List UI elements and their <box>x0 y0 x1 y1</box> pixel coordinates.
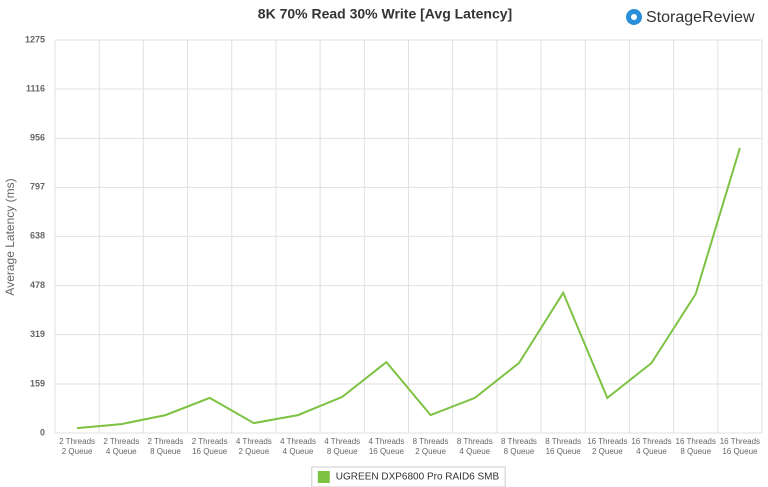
x-tick-label: 16 Threads <box>676 437 716 446</box>
x-tick-label: 8 Threads <box>457 437 493 446</box>
x-tick-label: 4 Queue <box>636 447 667 456</box>
x-tick-label: 2 Threads <box>192 437 228 446</box>
x-tick-label: 2 Queue <box>62 447 93 456</box>
x-tick-label: 2 Queue <box>592 447 623 456</box>
x-tick-label: 8 Threads <box>501 437 537 446</box>
y-tick-label: 1116 <box>26 83 45 93</box>
x-tick-label: 4 Queue <box>459 447 490 456</box>
x-tick-label: 16 Queue <box>546 447 582 456</box>
y-tick-label: 159 <box>30 378 45 388</box>
logo: StorageReview <box>626 9 755 26</box>
y-tick-label: 319 <box>30 329 45 339</box>
chart-title: 8K 70% Read 30% Write [Avg Latency] <box>258 6 512 22</box>
y-tick-label: 0 <box>40 427 45 437</box>
legend-swatch <box>317 471 330 483</box>
x-tick-label: 8 Threads <box>545 437 581 446</box>
x-tick-label: 16 Threads <box>631 437 671 446</box>
x-tick-label: 16 Queue <box>369 447 405 456</box>
y-tick-label: 1275 <box>25 34 45 44</box>
x-tick-label: 4 Queue <box>106 447 137 456</box>
legend: UGREEN DXP6800 Pro RAID6 SMB <box>311 466 506 487</box>
y-tick-label: 797 <box>30 182 45 192</box>
y-axis-label: Average Latency (ms) <box>3 178 17 295</box>
x-tick-label: 2 Threads <box>148 437 184 446</box>
x-tick-label: 8 Queue <box>150 447 181 456</box>
x-tick-label: 8 Queue <box>504 447 535 456</box>
x-tick-label: 16 Threads <box>720 437 760 446</box>
x-tick-label: 4 Threads <box>280 437 316 446</box>
x-tick-label: 16 Threads <box>587 437 627 446</box>
x-tick-label: 16 Queue <box>192 447 228 456</box>
x-tick-label: 2 Queue <box>415 447 446 456</box>
logo-text: StorageReview <box>646 9 755 26</box>
x-tick-label: 16 Queue <box>722 447 758 456</box>
x-tick-label: 4 Threads <box>324 437 360 446</box>
x-tick-label: 2 Threads <box>103 437 139 446</box>
x-tick-label: 4 Threads <box>368 437 404 446</box>
legend-label: UGREEN DXP6800 Pro RAID6 SMB <box>336 472 500 483</box>
x-tick-label: 2 Threads <box>59 437 95 446</box>
x-tick-label: 4 Threads <box>236 437 272 446</box>
logo-icon-inner <box>631 14 637 20</box>
x-tick-label: 2 Queue <box>238 447 269 456</box>
x-tick-label: 8 Queue <box>327 447 358 456</box>
x-tick-label: 8 Queue <box>680 447 711 456</box>
y-tick-label: 478 <box>30 280 45 290</box>
y-tick-label: 638 <box>30 231 45 241</box>
series-line <box>77 147 741 430</box>
x-tick-label: 4 Queue <box>283 447 314 456</box>
y-tick-label: 956 <box>30 133 45 143</box>
x-tick-label: 8 Threads <box>413 437 449 446</box>
legend-box <box>311 466 506 487</box>
